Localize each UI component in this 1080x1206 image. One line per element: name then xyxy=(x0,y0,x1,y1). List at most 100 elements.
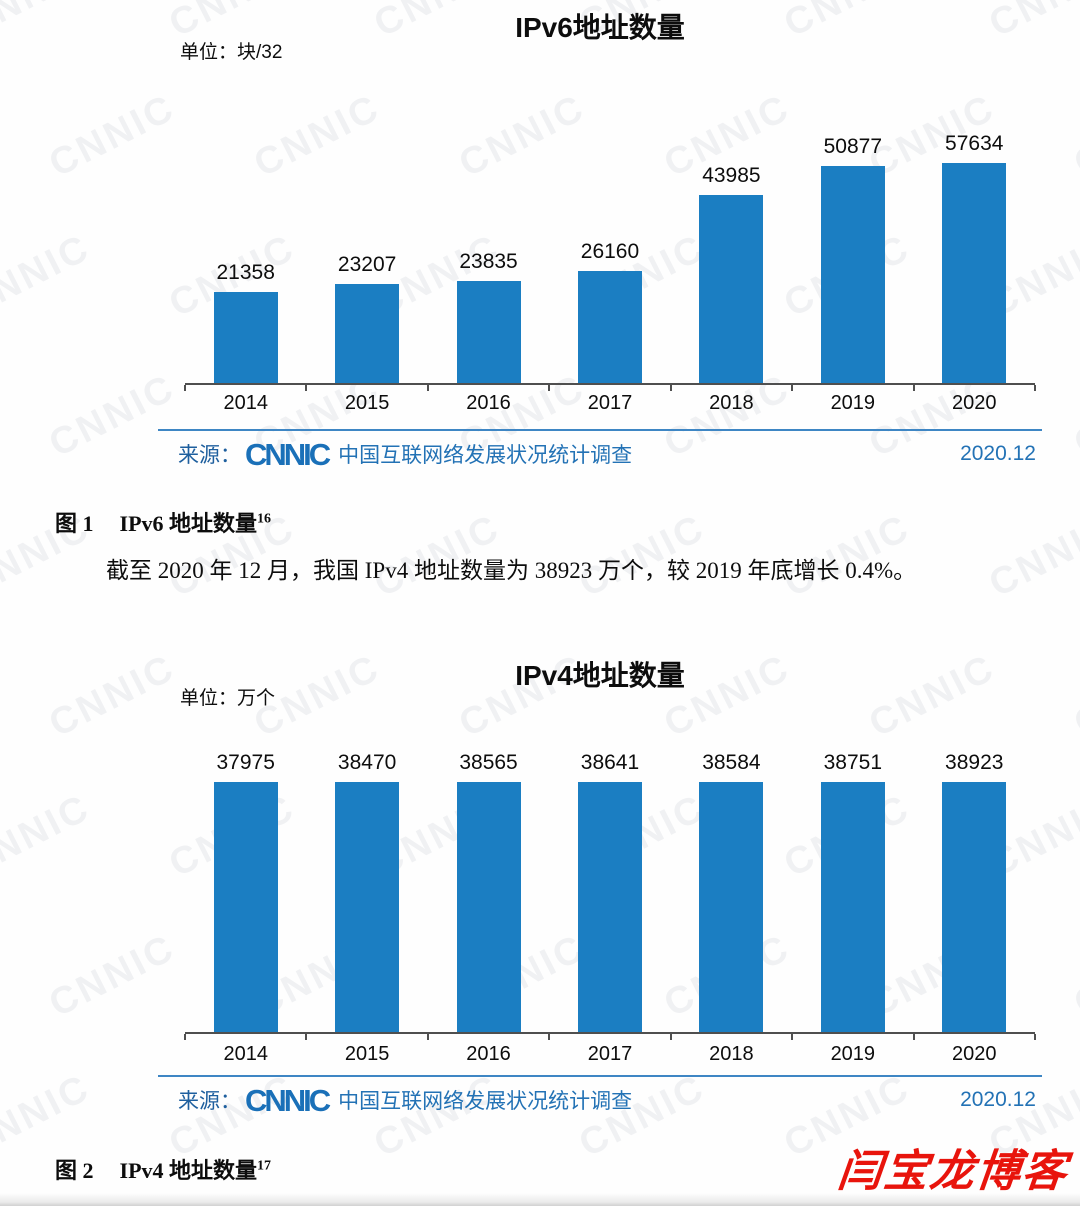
bar xyxy=(699,195,764,383)
axis-tick xyxy=(184,385,186,391)
axis-tick xyxy=(426,385,429,391)
x-axis-label: 2014 xyxy=(223,392,268,414)
source-text: 中国互联网络发展状况统计调查 xyxy=(338,444,633,467)
source-text: 中国互联网络发展状况统计调查 xyxy=(338,1090,633,1113)
bar xyxy=(699,782,764,1032)
axis-tick xyxy=(1034,1034,1036,1040)
figure-2-caption: 图 2 IPv4 地址数量17 xyxy=(55,1153,271,1185)
bar-column-2015: 23207 xyxy=(306,133,427,383)
axis-tick xyxy=(184,1034,186,1040)
bar-column-2019: 38751 xyxy=(792,752,913,1032)
bar-value-label: 38584 xyxy=(702,751,761,774)
axis-tick xyxy=(548,1034,551,1040)
bar-value-label: 57634 xyxy=(945,132,1004,155)
bar-value-label: 38923 xyxy=(945,751,1004,774)
bar xyxy=(820,782,885,1032)
bar xyxy=(942,163,1007,383)
bar-value-label: 38470 xyxy=(337,751,397,774)
figure-1-title: IPv6 地址数量 xyxy=(119,511,258,536)
cnnic-logo: CNNIC xyxy=(245,436,331,472)
bar xyxy=(820,166,885,383)
source-row: 来源： CNNIC 中国互联网络发展状况统计调查 2020.12 xyxy=(178,437,1036,471)
source-date: 2020.12 xyxy=(960,442,1036,465)
chart-unit-label: 单位：万个 xyxy=(180,688,276,709)
bar xyxy=(577,782,642,1032)
bar-value-label: 37975 xyxy=(216,751,275,774)
figure-2-label: 图 2 xyxy=(55,1158,94,1183)
bar xyxy=(335,782,400,1032)
figure-1-caption: 图 1 IPv6 地址数量16 xyxy=(55,506,271,538)
bar-column-2015: 38470 xyxy=(306,752,427,1032)
bar-value-label: 38565 xyxy=(459,751,518,774)
bar xyxy=(577,271,642,383)
x-axis-labels: 2014 2015 2016 2017 2018 2019 2020 xyxy=(185,392,1035,415)
bar-column-2020: 38923 xyxy=(914,752,1035,1032)
source-divider-line xyxy=(158,429,1042,431)
figure-1-footnote-ref: 16 xyxy=(257,511,272,527)
bar-value-label: 43985 xyxy=(702,164,761,187)
bar-column-2017: 26160 xyxy=(549,133,670,383)
bar-column-2014: 21358 xyxy=(185,133,306,383)
x-axis-label: 2019 xyxy=(830,1043,876,1065)
bar-column-2017: 38641 xyxy=(549,752,670,1032)
chart-title: IPv4地址数量 xyxy=(515,660,685,691)
bar xyxy=(942,782,1007,1032)
page-bottom-edge xyxy=(0,1193,1080,1206)
bar-value-label: 21358 xyxy=(216,261,275,284)
bar xyxy=(213,292,278,383)
x-axis-labels: 2014 2015 2016 2017 2018 2019 2020 xyxy=(185,1043,1035,1066)
bar-column-2016: 23835 xyxy=(428,133,549,383)
bar-value-label: 23835 xyxy=(459,250,518,273)
chart-title: IPv6地址数量 xyxy=(515,12,685,43)
source-date: 2020.12 xyxy=(960,1088,1036,1111)
x-axis-label: 2016 xyxy=(466,392,511,414)
bar-value-label: 26160 xyxy=(580,240,640,263)
bar-value-label: 38751 xyxy=(823,751,883,774)
bar xyxy=(213,782,278,1032)
source-divider-line xyxy=(158,1075,1042,1077)
bar-value-label: 50877 xyxy=(823,135,883,158)
figure-2-footnote-ref: 17 xyxy=(257,1158,272,1174)
bar-value-label: 23207 xyxy=(337,253,397,276)
bar xyxy=(456,782,521,1032)
plot-area: 21358 23207 23835 26160 43985 50877 57634 xyxy=(184,133,1036,391)
axis-tick xyxy=(791,1034,794,1040)
axis-tick xyxy=(305,1034,308,1040)
cnnic-watermark: CNNIC xyxy=(1067,926,1080,1026)
source-row: 来源： CNNIC 中国互联网络发展状况统计调查 2020.12 xyxy=(178,1083,1036,1117)
bar-column-2018: 43985 xyxy=(671,133,792,383)
x-axis-label: 2015 xyxy=(344,392,390,414)
x-axis-label: 2014 xyxy=(223,1043,268,1065)
cnnic-watermark: CNNIC xyxy=(0,1066,98,1166)
ipv4-bar-chart: IPv4地址数量 单位：万个 37975 38470 38565 38641 38584… xyxy=(158,645,1042,1120)
axis-tick xyxy=(548,385,551,391)
cnnic-watermark: CNNIC xyxy=(0,0,98,46)
bar-column-2020: 57634 xyxy=(914,133,1035,383)
axis-tick xyxy=(791,385,794,391)
axis-tick xyxy=(426,1034,429,1040)
axis-tick xyxy=(669,385,672,391)
cnnic-watermark: CNNIC xyxy=(1067,646,1080,746)
x-axis-label: 2017 xyxy=(587,1043,633,1065)
figure-1-label: 图 1 xyxy=(55,511,94,536)
x-axis-label: 2020 xyxy=(951,1043,997,1065)
ipv6-bar-chart: IPv6地址数量 单位：块/32 21358 23207 23835 26160 439… xyxy=(158,0,1042,472)
axis-tick xyxy=(1034,385,1036,391)
blog-stamp-watermark: 闫宝龙博客 xyxy=(835,1147,1071,1196)
cnnic-watermark: CNNIC xyxy=(1067,86,1080,186)
x-axis-label: 2017 xyxy=(587,392,633,414)
x-axis-label: 2020 xyxy=(951,392,997,414)
bar-column-2018: 38584 xyxy=(671,752,792,1032)
cnnic-logo: CNNIC xyxy=(245,1082,331,1118)
x-axis-label: 2018 xyxy=(709,392,754,414)
source-prefix: 来源： xyxy=(178,444,241,467)
figure-2-title: IPv4 地址数量 xyxy=(119,1158,258,1183)
axis-tick xyxy=(912,1034,915,1040)
bar-column-2014: 37975 xyxy=(185,752,306,1032)
body-paragraph: 截至 2020 年 12 月，我国 IPv4 地址数量为 38923 万个，较 … xyxy=(106,558,917,583)
bar-column-2019: 50877 xyxy=(792,133,913,383)
bar-value-label: 38641 xyxy=(580,751,640,774)
axis-tick xyxy=(669,1034,672,1040)
chart-unit-label: 单位：块/32 xyxy=(180,42,283,63)
x-axis-label: 2018 xyxy=(709,1043,754,1065)
